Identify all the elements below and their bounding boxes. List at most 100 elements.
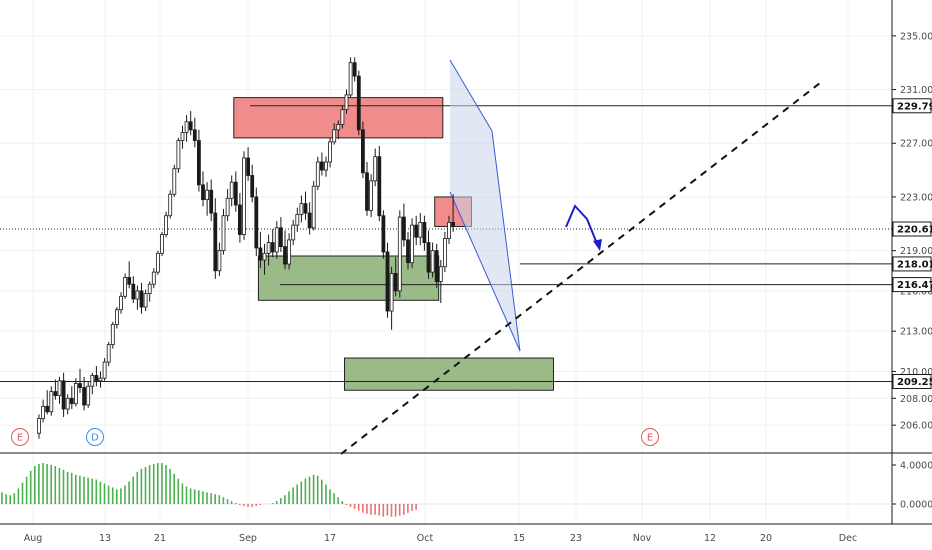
- event-label: E: [17, 433, 23, 444]
- candle-body: [82, 387, 86, 406]
- candle-body: [278, 227, 283, 248]
- candle-body: [135, 290, 140, 300]
- candles-layer: [37, 57, 456, 439]
- candle-body: [139, 290, 144, 308]
- price-tag-label: 220.61: [897, 225, 932, 236]
- candle-body: [258, 247, 263, 261]
- candle-body: [336, 124, 341, 131]
- candle-body: [172, 168, 177, 195]
- candle-body: [328, 141, 333, 163]
- candle-body: [221, 215, 226, 252]
- price-tag-box: [892, 98, 932, 114]
- candle-body: [254, 196, 259, 249]
- price-tick-label: 210.00: [900, 367, 932, 378]
- candle-body: [196, 140, 201, 186]
- candle-body: [442, 238, 447, 268]
- candle-body: [49, 391, 54, 413]
- price-axis[interactable]: 235.00231.00227.00223.00219.00216.00213.…: [892, 31, 932, 511]
- price-tick-label: 231.00: [900, 85, 932, 96]
- channel-fill: [450, 60, 520, 351]
- candle-body: [340, 109, 345, 125]
- candle-body: [319, 161, 324, 171]
- time-tick-label: Nov: [633, 533, 652, 544]
- candle-body: [155, 252, 160, 273]
- osc-tick-label: 4.0000: [900, 461, 932, 472]
- price-tag-label: 218.01: [897, 259, 932, 270]
- candle-body: [410, 224, 415, 264]
- candle-body: [143, 293, 148, 308]
- candle-body: [217, 250, 222, 272]
- price-tick-label: 219.00: [900, 246, 932, 257]
- candle-body: [406, 239, 410, 264]
- candle-body: [53, 391, 58, 397]
- projection-arrow: [565, 204, 599, 247]
- time-axis[interactable]: Aug 13 21 Sep 17 Oct 15 23 Nov 12 20 Dec: [24, 533, 857, 544]
- candle-body: [352, 62, 357, 77]
- candle-body: [98, 377, 103, 382]
- price-tick-label: 235.00: [900, 31, 932, 42]
- candle-body: [401, 216, 406, 241]
- candle-body: [45, 405, 50, 413]
- candle-body: [69, 397, 74, 405]
- time-tick-label: Aug: [24, 533, 43, 544]
- candle-body: [369, 180, 374, 211]
- candle-body: [213, 212, 218, 272]
- candle-body: [418, 222, 423, 238]
- price-lines-layer: [0, 105, 892, 383]
- price-tag-label: 216.47: [897, 280, 932, 291]
- candle-body: [184, 121, 189, 133]
- candle-body: [434, 250, 439, 282]
- price-tag-box: [892, 256, 932, 272]
- price-tick-label: 208.00: [900, 394, 932, 405]
- event-marker: [641, 428, 659, 446]
- candle-body: [119, 295, 123, 311]
- candle-body: [168, 193, 173, 217]
- candle-body: [324, 161, 328, 171]
- candle-body: [307, 212, 312, 229]
- candle-body: [246, 157, 251, 176]
- candle-body: [102, 361, 107, 379]
- candle-body: [287, 239, 292, 265]
- candle-body: [192, 129, 197, 141]
- candle-body: [377, 156, 382, 217]
- channel-line-right: [491, 130, 521, 352]
- price-tag-box: [892, 277, 932, 293]
- candle-body: [262, 252, 267, 261]
- candle-body: [270, 242, 275, 253]
- candle-body: [360, 129, 365, 174]
- candle-body: [389, 273, 394, 312]
- candle-body: [365, 172, 369, 211]
- candle-body: [430, 250, 435, 273]
- candle-body: [229, 181, 234, 199]
- candle-body: [266, 242, 271, 254]
- grid-layer: [0, 0, 932, 525]
- event-marker: [11, 428, 29, 446]
- candle-body: [381, 215, 386, 253]
- price-tick-label: 223.00: [900, 192, 932, 203]
- channel-line-upper: [449, 59, 493, 132]
- candle-body: [315, 161, 320, 187]
- price-tick-label: 206.00: [900, 421, 932, 432]
- candle-body: [393, 273, 398, 292]
- candle-body: [164, 215, 169, 235]
- candle-body: [356, 75, 361, 131]
- candle-body: [74, 383, 78, 405]
- candle-body: [180, 132, 185, 141]
- candle-body: [78, 383, 82, 388]
- oscillator-layer: [0, 463, 892, 517]
- price-tag-box: [892, 374, 932, 390]
- candle-body: [115, 309, 119, 325]
- price-tag-label: 229.79: [897, 101, 932, 112]
- time-tick-label: 13: [99, 533, 111, 544]
- candle-body: [344, 94, 349, 111]
- candle-body: [237, 204, 242, 235]
- arrow-head: [593, 239, 602, 251]
- candle-body: [373, 156, 378, 182]
- candle-body: [110, 324, 115, 346]
- event-label: E: [647, 433, 653, 444]
- candle-body: [283, 246, 287, 265]
- time-tick-label: 21: [154, 533, 166, 544]
- candle-body: [37, 418, 41, 434]
